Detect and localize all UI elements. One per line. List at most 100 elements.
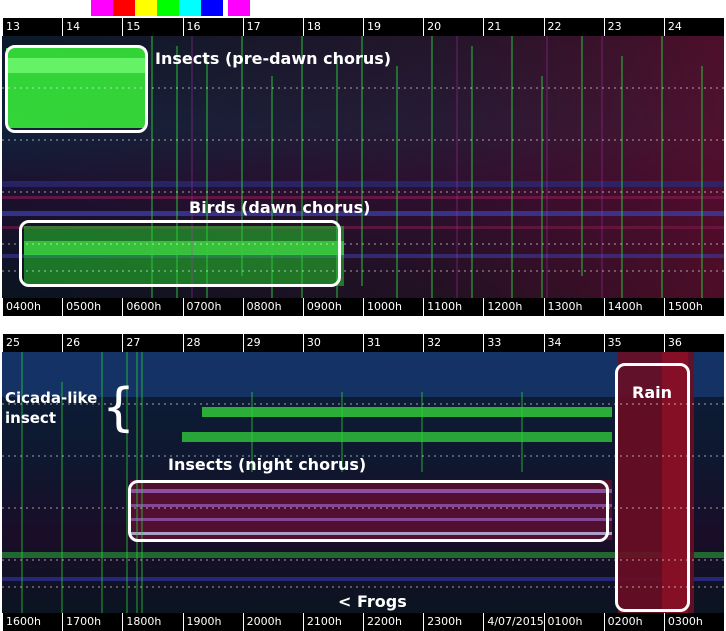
segment-tick-label: 21	[487, 20, 502, 33]
legend-swatch	[179, 0, 201, 16]
hour-tick: 0800h	[242, 298, 282, 316]
segment-tick: 27	[122, 334, 140, 352]
hour-tick-label: 2000h	[246, 615, 282, 628]
legend-swatch	[113, 0, 135, 16]
segment-tick: 36	[663, 334, 682, 352]
hour-tick: 2100h	[302, 613, 342, 631]
hour-tick: 0700h	[182, 298, 221, 316]
segment-tick-label: 34	[547, 336, 562, 349]
insects-night-label: Insects (night chorus)	[168, 455, 367, 474]
segment-tick-label: 36	[667, 336, 682, 349]
segment-tick-label: 14	[66, 20, 81, 33]
hour-tick-label: 0600h	[126, 300, 162, 313]
rain-label: Rain	[632, 383, 672, 402]
hour-tick: 1600h	[2, 613, 41, 631]
hour-tick: 1200h	[483, 298, 522, 316]
segment-tick: 24	[663, 18, 682, 36]
segment-tick-label: 32	[427, 336, 442, 349]
segment-tick: 22	[543, 18, 562, 36]
segment-tick: 13	[2, 18, 20, 36]
segment-tick-label: 22	[547, 20, 562, 33]
hour-tick: 0300h	[663, 613, 703, 631]
legend-swatch	[91, 0, 113, 16]
hour-tick: 0400h	[2, 298, 41, 316]
segment-tick-label: 13	[6, 20, 20, 33]
segment-tick-label: 18	[306, 20, 321, 33]
hour-tick-label: 0500h	[66, 300, 102, 313]
frogs-label: < Frogs	[338, 592, 407, 611]
segment-tick: 29	[242, 334, 261, 352]
hour-tick: 4/07/2015	[483, 613, 544, 631]
segment-tick: 28	[182, 334, 201, 352]
top-segment-axis: 13 14 15 16 17 18 19 20 21 22 23 24	[2, 18, 724, 36]
hour-tick: 1800h	[122, 613, 161, 631]
segment-tick: 16	[182, 18, 201, 36]
segment-tick-label: 15	[126, 20, 141, 33]
segment-tick: 33	[483, 334, 501, 352]
segment-tick-label: 35	[607, 336, 622, 349]
segment-tick: 34	[543, 334, 562, 352]
hour-tick-label: 2300h	[427, 615, 463, 628]
segment-tick-label: 16	[186, 20, 201, 33]
birds-dawn-label: Birds (dawn chorus)	[189, 198, 371, 217]
birds-dawn-box	[19, 220, 341, 287]
segment-tick-label: 29	[246, 336, 261, 349]
segment-tick-label: 19	[367, 20, 381, 33]
insects-predawn-box	[5, 45, 148, 133]
hour-tick-label: 2200h	[367, 615, 402, 628]
hour-tick: 0200h	[603, 613, 643, 631]
rain-box	[615, 363, 690, 612]
segment-tick-label: 20	[427, 20, 442, 33]
hour-tick-label: 1500h	[667, 300, 703, 313]
legend-swatch	[157, 0, 179, 16]
segment-tick: 19	[363, 18, 381, 36]
hour-tick: 2200h	[363, 613, 402, 631]
hour-tick: 1000h	[363, 298, 402, 316]
hour-tick-label: 0200h	[607, 615, 643, 628]
hour-tick-label: 1000h	[367, 300, 402, 313]
legend-swatch	[135, 0, 157, 16]
segment-tick: 21	[483, 18, 501, 36]
segment-tick-label: 31	[367, 336, 381, 349]
bottom-segment-axis: 25 26 27 28 29 30 31 32 33 34 35 36	[2, 334, 724, 352]
hour-tick: 0500h	[62, 298, 101, 316]
segment-tick-label: 24	[667, 20, 682, 33]
cicada-label: Cicada-like insect	[5, 389, 98, 427]
hour-tick: 1900h	[182, 613, 221, 631]
segment-tick-label: 33	[487, 336, 502, 349]
hour-tick: 0900h	[302, 298, 342, 316]
hour-tick: 1500h	[663, 298, 703, 316]
hour-tick-label: 1300h	[547, 300, 583, 313]
segment-tick: 23	[603, 18, 622, 36]
insects-predawn-label: Insects (pre-dawn chorus)	[155, 49, 392, 68]
hour-tick: 1400h	[603, 298, 643, 316]
segment-tick: 30	[302, 334, 321, 352]
hour-tick-label: 0900h	[306, 300, 342, 313]
hour-tick-label: 1100h	[427, 300, 463, 313]
hour-tick: 0100h	[543, 613, 582, 631]
segment-tick-label: 30	[306, 336, 321, 349]
top-hour-axis: 0400h 0500h 0600h 0700h 0800h 0900h 1000h 1100h…	[2, 298, 724, 316]
segment-tick: 18	[302, 18, 321, 36]
segment-tick: 14	[62, 18, 80, 36]
hour-tick-label: 1600h	[6, 615, 41, 628]
hour-tick-label: 4/07/2015	[487, 615, 544, 628]
hour-tick: 1100h	[423, 298, 462, 316]
hour-tick: 2000h	[242, 613, 282, 631]
segment-tick-label: 26	[66, 336, 81, 349]
segment-tick: 31	[363, 334, 381, 352]
segment-tick: 26	[62, 334, 80, 352]
hour-tick-label: 1800h	[126, 615, 162, 628]
hour-tick: 1700h	[62, 613, 101, 631]
segment-tick-label: 23	[607, 20, 622, 33]
bottom-hour-axis: 1600h 1700h 1800h 1900h 2000h 2100h 2200h 2300h…	[2, 613, 724, 631]
segment-tick: 15	[122, 18, 140, 36]
segment-tick-label: 27	[126, 336, 141, 349]
segment-tick-label: 17	[246, 20, 261, 33]
hour-tick-label: 0800h	[246, 300, 282, 313]
hour-tick-label: 1700h	[66, 615, 102, 628]
segment-tick-label: 25	[6, 336, 20, 349]
hour-tick: 2300h	[423, 613, 462, 631]
hour-tick-label: 0100h	[547, 615, 583, 628]
hour-tick-label: 0400h	[6, 300, 41, 313]
